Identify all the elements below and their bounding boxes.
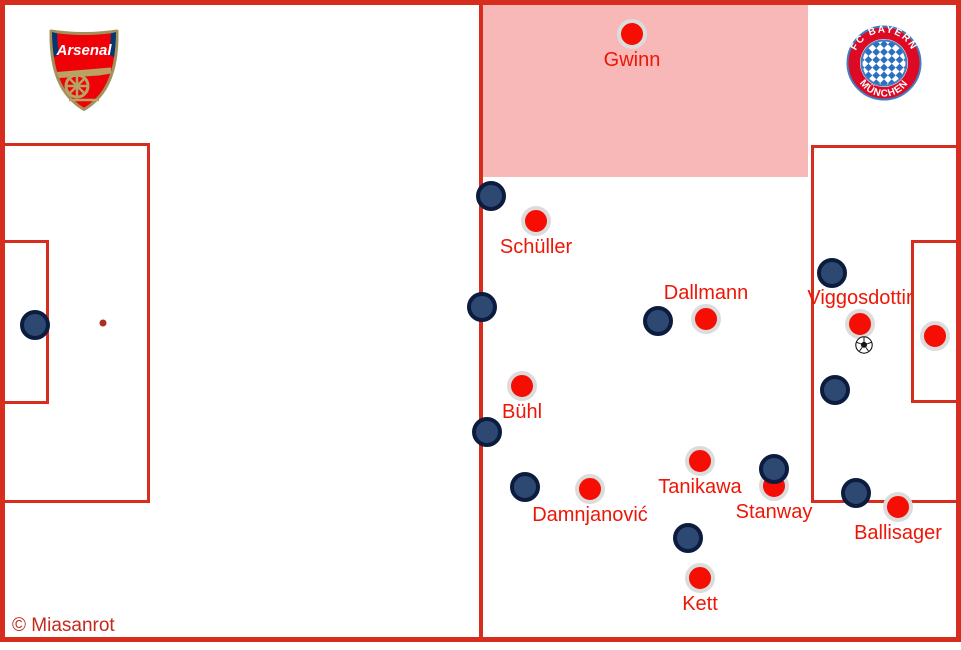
player-label-buhl: Bühl <box>501 401 543 423</box>
player-label-gwinn: Gwinn <box>603 49 661 71</box>
player-label-stanway: Stanway <box>735 501 813 523</box>
left-penalty-spot <box>99 319 107 327</box>
watermark-credit: © Miasanrot <box>12 615 115 636</box>
arsenal-player-dot <box>643 306 673 336</box>
bayern-munich-logo: FC Bayern München FC BAYERN MÜNCHEN <box>846 24 922 106</box>
player-label-damnjanovic: Damnjanović <box>532 504 648 526</box>
player-label-ballisager: Ballisager <box>854 522 942 544</box>
svg-text:Arsenal: Arsenal <box>55 42 112 59</box>
left-penalty-area <box>5 143 150 503</box>
player-label-viggosdottir: Viggosdottir <box>807 287 913 309</box>
arsenal-player-dot <box>472 417 502 447</box>
bayern-player-unlabeled <box>920 321 950 351</box>
arsenal-player-dot <box>820 375 850 405</box>
player-label-kett: Kett <box>682 593 718 615</box>
arsenal-player-dot <box>476 181 506 211</box>
arsenal-player-dot <box>817 258 847 288</box>
bayern-player-viggosdottir <box>845 309 875 339</box>
bayern-player-dallmann <box>691 304 721 334</box>
player-label-dallmann: Dallmann <box>663 282 749 304</box>
bayern-player-schuller <box>521 206 551 236</box>
player-label-tanikawa: Tanikawa <box>658 476 742 498</box>
right-goal-area <box>911 240 956 403</box>
bayern-player-ballisager <box>883 492 913 522</box>
arsenal-crest: Arsenal Arsenal <box>47 27 121 118</box>
bayern-player-buhl <box>507 371 537 401</box>
arsenal-player-dot <box>467 292 497 322</box>
arsenal-player-dot <box>841 478 871 508</box>
arsenal-player-dot <box>759 454 789 484</box>
bayern-player-kett <box>685 563 715 593</box>
player-label-schuller: Schüller <box>499 236 573 258</box>
bayern-player-gwinn <box>617 19 647 49</box>
bayern-player-damnjanovic <box>575 474 605 504</box>
arsenal-player-dot <box>673 523 703 553</box>
arsenal-player-dot <box>510 472 540 502</box>
ball-icon <box>855 336 873 354</box>
arsenal-player-dot <box>20 310 50 340</box>
bayern-player-tanikawa <box>685 446 715 476</box>
